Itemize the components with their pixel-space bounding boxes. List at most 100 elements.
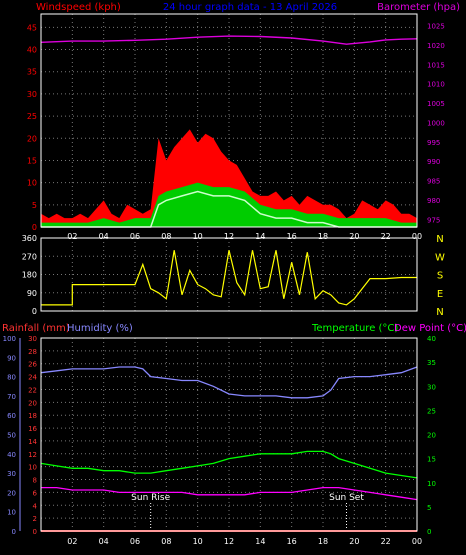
x-tick-label: 14: [255, 537, 265, 546]
average-area: [41, 182, 417, 227]
baro-y-tick: 1000: [427, 119, 445, 127]
x-tick-label: 08: [161, 232, 171, 241]
rain-y-tick: 8: [33, 477, 37, 485]
wind-y-tick: 35: [27, 68, 37, 77]
x-tick-label: 10: [193, 537, 203, 546]
x-tick-label: 06: [130, 232, 140, 241]
rain-y-tick: 2: [33, 515, 37, 523]
wind-y-tick: 25: [27, 112, 37, 121]
wind-panel-frame: [40, 13, 418, 228]
humidity-y-tick: 90: [7, 354, 16, 362]
dir-y-tick: 0: [32, 307, 37, 316]
rain-y-tick: 22: [28, 386, 37, 394]
temp-y-tick: 35: [427, 359, 436, 367]
x-tick-label: 04: [99, 537, 109, 546]
temp-y-tick: 5: [427, 504, 431, 512]
rain-y-tick: 12: [28, 451, 37, 459]
wind-y-tick: 0: [32, 223, 37, 232]
baro-y-tick: 1015: [427, 61, 445, 69]
humidity-y-tick: 10: [7, 509, 16, 517]
humidity-y-tick: 80: [7, 374, 16, 382]
x-tick-label: 22: [381, 232, 391, 241]
dewpoint-line: [41, 486, 418, 501]
baro-y-tick: 1025: [427, 23, 445, 31]
x-tick-label: 20: [349, 537, 359, 546]
wind-y-tick: 10: [27, 179, 37, 188]
rain-y-tick: 24: [28, 374, 37, 382]
temp-y-tick: 0: [427, 528, 431, 536]
rain-y-tick: 4: [33, 502, 38, 510]
rain-y-tick: 26: [28, 361, 37, 369]
x-tick-label: 12: [224, 537, 234, 546]
temp-y-tick: 30: [427, 383, 436, 391]
humidity-y-tick: 70: [7, 393, 16, 401]
chart-title: 24 hour graph data - 13 April 2026: [163, 2, 337, 13]
wind-y-tick: 20: [27, 134, 37, 143]
x-tick-label: 04: [99, 232, 109, 241]
gust-area: [41, 129, 417, 227]
dir-y-tick: 270: [22, 252, 37, 261]
windspeed-axis-title: Windspeed (kph): [36, 2, 121, 13]
baro-y-tick: 985: [427, 178, 440, 186]
rain-y-tick: 6: [33, 489, 38, 497]
x-tick-label: 02: [67, 232, 77, 241]
humidity-line: [40, 366, 418, 399]
x-tick-label: 18: [318, 232, 328, 241]
rain-y-tick: 28: [28, 348, 37, 356]
humidity-y-tick: 0: [12, 528, 16, 536]
wind-y-tick: 45: [27, 23, 37, 32]
x-tick-label: 14: [255, 232, 265, 241]
temp-y-tick: 10: [427, 480, 436, 488]
barometer-axis-title: Barometer (hpa): [377, 2, 460, 13]
humidity-y-tick: 40: [7, 451, 16, 459]
dir-y-tick: 90: [27, 289, 37, 298]
wind-y-tick: 30: [27, 90, 37, 99]
x-tick-label: 02: [67, 537, 77, 546]
compass-label: W: [435, 252, 445, 263]
direction-line: [41, 250, 417, 306]
rainfall-axis-title: Rainfall (mm): [2, 323, 70, 334]
baro-y-tick: 1005: [427, 100, 445, 108]
humidity-y-tick: 50: [7, 432, 16, 440]
sunset-label: Sun Set: [329, 493, 364, 503]
x-tick-label: 00: [412, 232, 422, 241]
temperature-line: [40, 450, 418, 479]
baro-y-tick: 1020: [427, 42, 445, 50]
rain-y-tick: 20: [28, 399, 37, 407]
x-tick-label: 00: [412, 537, 422, 546]
x-tick-label: 18: [318, 537, 328, 546]
dir-y-tick: 180: [22, 271, 37, 280]
rain-y-tick: 14: [28, 438, 37, 446]
sunrise-label: Sun Rise: [131, 493, 170, 503]
temp-y-tick: 20: [427, 432, 436, 440]
temp-y-tick: 25: [427, 407, 436, 415]
humidity-axis-title: Humidity (%): [67, 323, 133, 334]
x-tick-label: 12: [224, 232, 234, 241]
temperature-axis-title: Temperature (°C): [311, 323, 398, 334]
rain-y-tick: 18: [28, 412, 37, 420]
humidity-y-tick: 20: [7, 489, 16, 497]
environment-panel-frame: [40, 337, 418, 532]
wind-y-tick: 15: [27, 156, 37, 165]
compass-label: N: [436, 307, 443, 318]
compass-label: N: [436, 234, 443, 245]
temp-y-tick: 15: [427, 456, 436, 464]
baro-y-tick: 1010: [427, 81, 445, 89]
humidity-y-tick: 60: [7, 412, 16, 420]
x-tick-label: 10: [193, 232, 203, 241]
humidity-y-tick: 30: [7, 470, 16, 478]
rain-y-tick: 16: [28, 425, 37, 433]
x-tick-label: 20: [349, 232, 359, 241]
barometer-line: [40, 35, 418, 45]
rain-y-tick: 10: [28, 464, 37, 472]
dewpoint-axis-title: Dew Point (°C): [394, 323, 466, 334]
direction-panel-frame: [40, 237, 418, 312]
wind-y-tick: 40: [27, 46, 37, 55]
baro-y-tick: 995: [427, 139, 440, 147]
compass-label: E: [437, 289, 443, 300]
x-tick-label: 06: [130, 537, 140, 546]
rain-y-tick: 0: [33, 528, 37, 536]
